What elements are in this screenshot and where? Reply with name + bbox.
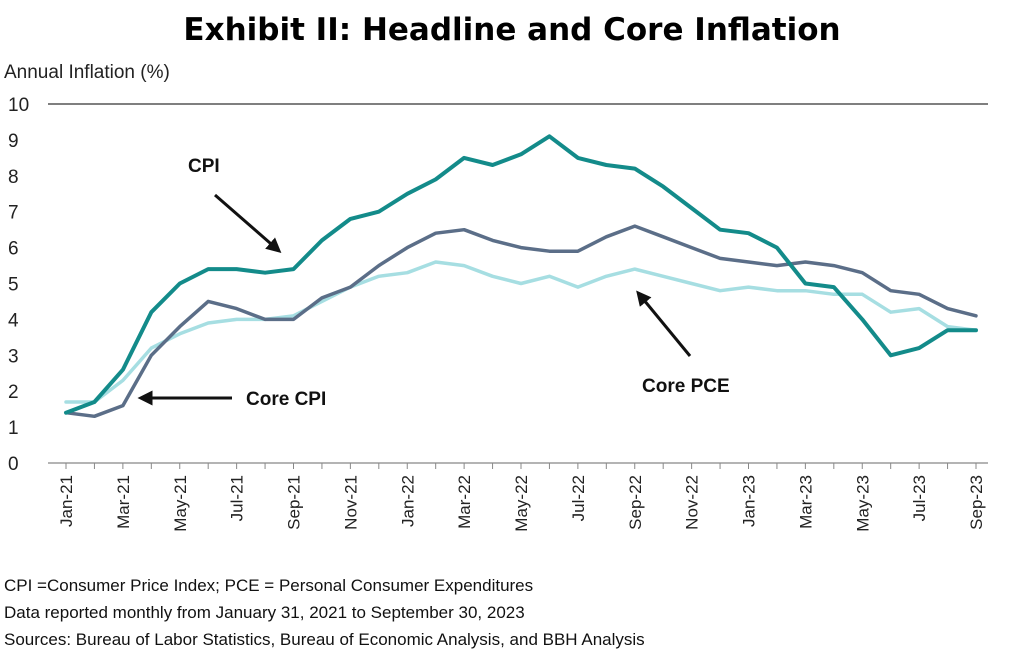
x-tick-label: May-23	[853, 475, 872, 532]
x-tick-label: Mar-22	[455, 475, 474, 529]
annotations: CPI Core CPI Core PCE	[137, 156, 730, 410]
axes: 0 1 2 3 4 5 6 7 8 9 10 Jan-21 Mar-21 May-21 Jul-21 Sep-…	[8, 95, 988, 532]
x-tick-label: Jul-23	[910, 475, 929, 521]
x-tick-label: May-21	[171, 475, 190, 532]
series-line-cpi	[64, 134, 978, 415]
series-line-core-cpi	[64, 224, 978, 419]
x-tick-label: Nov-21	[341, 475, 360, 530]
y-tick-label: 2	[8, 382, 19, 403]
chart-title: Exhibit II: Headline and Core Inflation	[183, 12, 841, 48]
annotation-core-pce: Core PCE	[642, 376, 730, 397]
footnote-sources: Sources: Bureau of Labor Statistics, Bur…	[4, 630, 645, 649]
y-tick-label: 3	[8, 346, 19, 367]
x-tick-label: Nov-22	[683, 475, 702, 530]
y-axis-label: Annual Inflation (%)	[4, 62, 170, 83]
y-tick-label: 1	[8, 418, 19, 439]
y-tick-label: 10	[8, 95, 29, 116]
y-tick-label: 7	[8, 203, 19, 224]
x-tick-label: Mar-21	[114, 475, 133, 529]
y-tick-label: 9	[8, 131, 19, 152]
x-tick-label: Jan-22	[398, 475, 417, 527]
x-tick-label: Sep-23	[967, 475, 986, 530]
y-tick-label: 0	[8, 454, 19, 475]
series-layer	[64, 134, 978, 419]
series-line-core-pce	[64, 260, 978, 404]
footnote-data-period: Data reported monthly from January 31, 2…	[4, 603, 525, 622]
x-tick-label: Sep-21	[285, 475, 304, 530]
x-tick-label: Mar-23	[796, 475, 815, 529]
x-tick-label: Jan-23	[740, 475, 759, 527]
annotation-arrow	[636, 290, 692, 357]
x-tick-label: Sep-22	[626, 475, 645, 530]
x-tick-label: Jul-21	[228, 475, 247, 521]
annotation-arrow	[214, 193, 282, 253]
y-tick-label: 4	[8, 310, 19, 331]
y-tick-label: 8	[8, 167, 19, 188]
y-tick-label: 6	[8, 239, 19, 260]
annotation-cpi: CPI	[188, 156, 220, 177]
x-tick-label: Jul-22	[569, 475, 588, 521]
footnote-abbreviations: CPI =Consumer Price Index; PCE = Persona…	[4, 576, 534, 595]
x-tick-label: Jan-21	[57, 475, 76, 527]
y-tick-label: 5	[8, 275, 19, 296]
x-tick-label: May-22	[512, 475, 531, 532]
annotation-core-cpi: Core CPI	[246, 389, 326, 410]
